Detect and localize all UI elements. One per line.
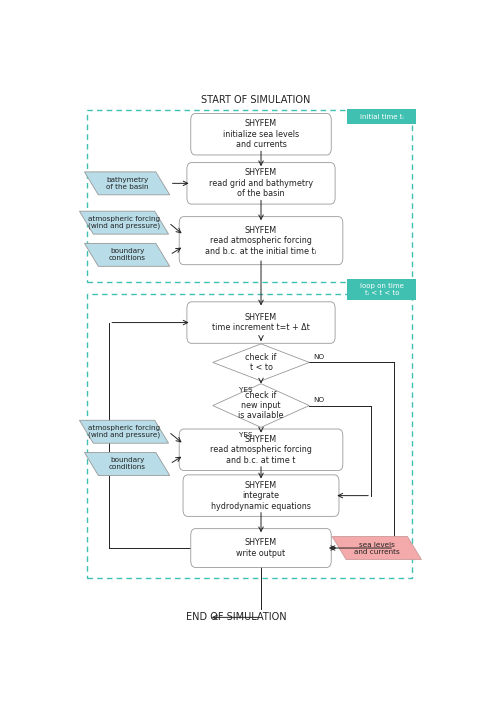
Text: START OF SIMULATION: START OF SIMULATION bbox=[201, 95, 310, 105]
FancyBboxPatch shape bbox=[183, 475, 339, 516]
Text: SHYFEM
initialize sea levels
and currents: SHYFEM initialize sea levels and current… bbox=[223, 119, 299, 149]
Polygon shape bbox=[213, 344, 309, 381]
Text: check if
t < tᴏ: check if t < tᴏ bbox=[246, 352, 277, 372]
Polygon shape bbox=[332, 537, 421, 559]
Text: bathymetry
of the basin: bathymetry of the basin bbox=[106, 177, 148, 190]
FancyBboxPatch shape bbox=[191, 113, 331, 155]
FancyBboxPatch shape bbox=[179, 429, 343, 471]
Text: atmospheric forcing
(wind and pressure): atmospheric forcing (wind and pressure) bbox=[88, 216, 160, 230]
Text: loop on time
tᵢ < t < tᴏ: loop on time tᵢ < t < tᴏ bbox=[360, 284, 404, 296]
Text: SHYFEM
time increment t=t + Δt: SHYFEM time increment t=t + Δt bbox=[212, 313, 310, 333]
Text: boundary
conditions: boundary conditions bbox=[109, 248, 145, 262]
Text: sea levels
and currents: sea levels and currents bbox=[354, 542, 400, 554]
Text: YES: YES bbox=[239, 432, 252, 438]
Polygon shape bbox=[85, 172, 170, 195]
Text: YES: YES bbox=[239, 386, 252, 393]
Text: check if
new input
is available: check if new input is available bbox=[238, 391, 284, 420]
FancyBboxPatch shape bbox=[191, 529, 331, 567]
Polygon shape bbox=[85, 452, 170, 476]
FancyBboxPatch shape bbox=[187, 162, 335, 204]
FancyBboxPatch shape bbox=[347, 109, 416, 124]
Text: SHYFEM
write output: SHYFEM write output bbox=[237, 538, 285, 558]
Bar bbox=[87, 294, 411, 578]
FancyBboxPatch shape bbox=[347, 279, 416, 300]
Text: NO: NO bbox=[313, 397, 325, 403]
Text: SHYFEM
integrate
hydrodynamic equations: SHYFEM integrate hydrodynamic equations bbox=[211, 481, 311, 510]
FancyBboxPatch shape bbox=[187, 302, 335, 343]
Bar bbox=[87, 110, 411, 281]
Polygon shape bbox=[79, 211, 169, 234]
Text: SHYFEM
read atmospheric forcing
and b.c. at time t: SHYFEM read atmospheric forcing and b.c.… bbox=[210, 435, 312, 464]
Text: boundary
conditions: boundary conditions bbox=[109, 457, 145, 471]
Text: END OF SIMULATION: END OF SIMULATION bbox=[186, 613, 286, 623]
Text: initial time tᵢ: initial time tᵢ bbox=[360, 113, 404, 120]
Polygon shape bbox=[85, 243, 170, 267]
Polygon shape bbox=[79, 420, 169, 443]
Text: SHYFEM
read atmospheric forcing
and b.c. at the initial time tᵢ: SHYFEM read atmospheric forcing and b.c.… bbox=[206, 225, 317, 255]
Text: NO: NO bbox=[313, 354, 325, 360]
Text: SHYFEM
read grid and bathymetry
of the basin: SHYFEM read grid and bathymetry of the b… bbox=[209, 169, 313, 199]
FancyBboxPatch shape bbox=[179, 217, 343, 264]
Polygon shape bbox=[213, 384, 309, 428]
Text: atmospheric forcing
(wind and pressure): atmospheric forcing (wind and pressure) bbox=[88, 425, 160, 438]
